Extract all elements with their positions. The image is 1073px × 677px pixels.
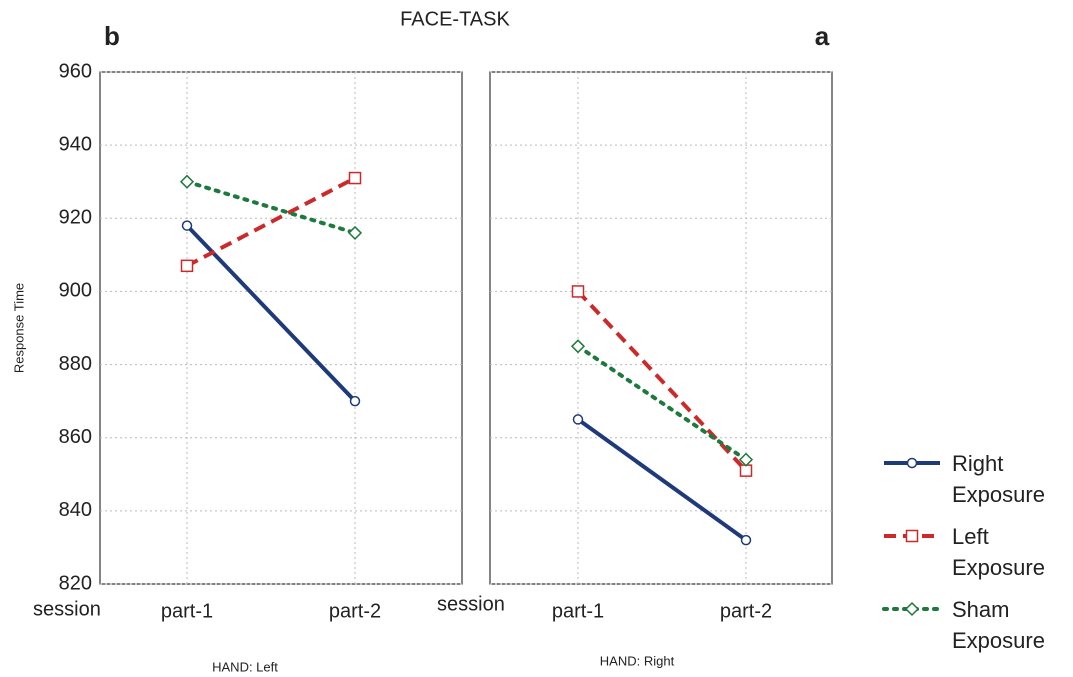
series-line [186,176,356,268]
x-tick-label: part-2 [720,600,772,622]
series-line [576,344,748,462]
legend-label: Left Exposure [952,524,1045,580]
y-axis-label: Response Time [11,283,26,373]
x-axis-label: HAND: Left [212,659,278,674]
plot-frame [489,71,833,585]
x-title: session [33,598,101,620]
marker [904,601,920,617]
marker [180,259,194,273]
x-tick-label: part-2 [329,600,381,622]
x-tick-label: part-1 [552,600,604,622]
marker [738,452,754,467]
x-title: session [437,593,505,615]
marker [348,171,362,185]
marker [570,339,586,354]
y-tick-label: 820 [59,572,92,594]
panel-label: b [104,21,120,51]
y-tick-label: 960 [59,60,92,82]
plot-frame [99,71,463,585]
marker [179,174,195,189]
legend-label: Sham Exposure [952,597,1045,653]
x-axis-label: HAND: Right [600,653,675,668]
series-line [185,179,357,235]
marker [906,457,918,469]
chart-title: FACE-TASK [400,8,510,30]
series-line [576,290,748,472]
marker [905,529,919,543]
marker [739,464,753,477]
marker [181,220,193,231]
y-tick-label: 900 [59,280,92,302]
marker [347,225,363,240]
legend-label: Right Exposure [952,451,1045,507]
marker [571,285,585,298]
x-tick-label: part-1 [161,600,213,622]
marker [740,534,752,546]
y-tick-label: 860 [59,426,92,448]
series-line [185,224,357,403]
y-tick-label: 840 [59,499,92,521]
panel-label: a [815,21,830,51]
y-tick-label: 920 [59,207,92,229]
y-tick-label: 940 [59,133,92,155]
series-line [576,417,748,542]
marker [572,414,584,425]
marker [349,395,361,407]
y-tick-label: 880 [59,353,92,375]
